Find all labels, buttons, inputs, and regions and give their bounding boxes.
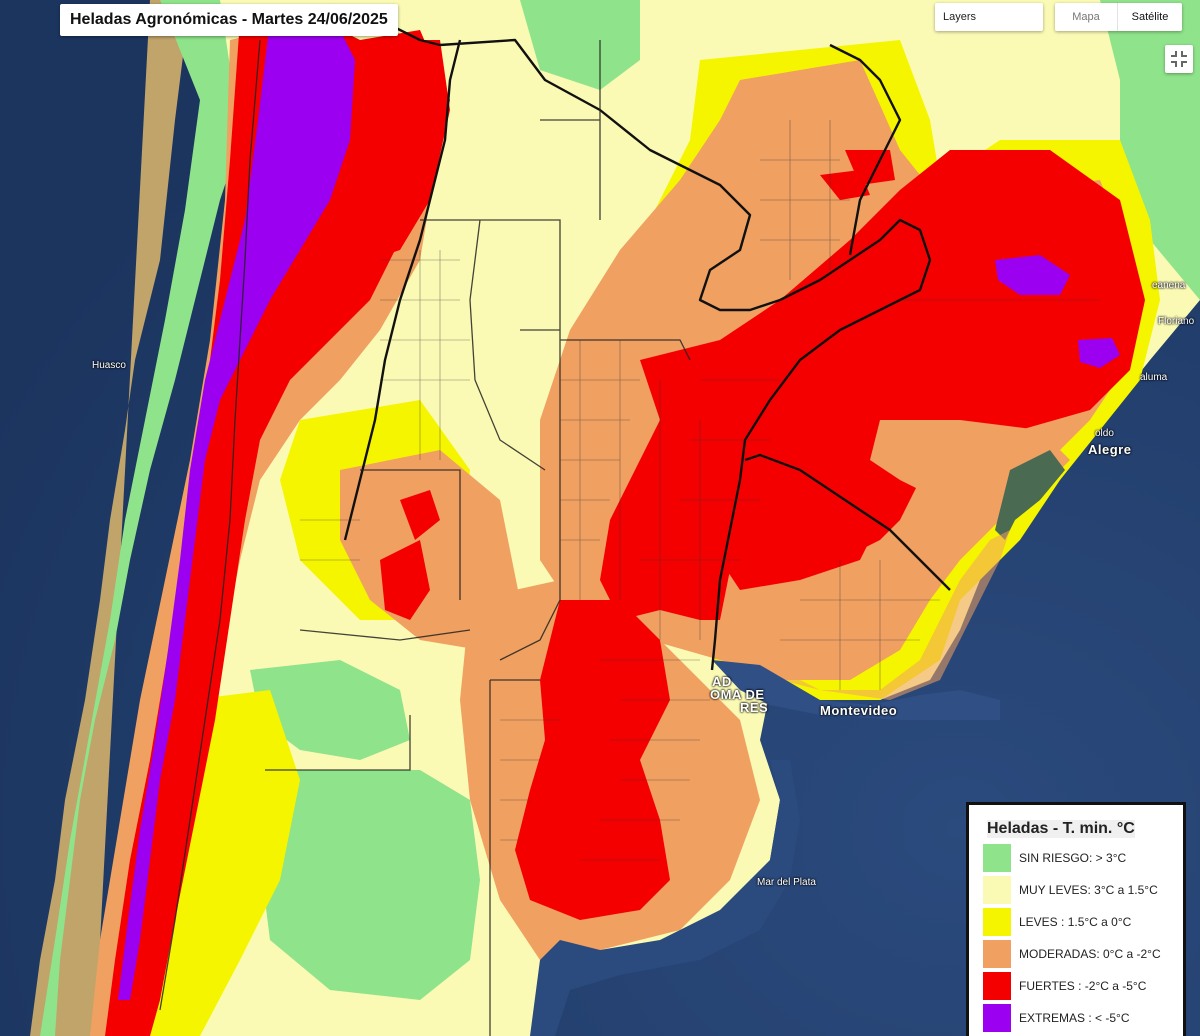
- land-uruguay-coast: [700, 530, 1010, 700]
- legend-swatch: [983, 908, 1011, 936]
- land-southeast: [995, 450, 1065, 540]
- zone-green-ne: [520, 0, 640, 90]
- fullscreen-button[interactable]: [1165, 45, 1193, 73]
- city-label-mar-del-plata: Mar del Plata: [757, 877, 816, 888]
- zone-green-cuyo: [250, 660, 410, 760]
- land-chile-coast: [30, 0, 190, 1036]
- country-borders: [329, 3, 951, 671]
- legend-swatch: [983, 940, 1011, 968]
- zone-green-brazil: [1100, 0, 1200, 300]
- city-label-buenos-aires-1: AD: [712, 674, 732, 689]
- coast-south: [530, 760, 800, 1036]
- zone-red-north: [340, 40, 450, 260]
- zone-red-patch-cuyo: [400, 490, 440, 540]
- zone-purple-brazil-1: [995, 255, 1070, 295]
- legend-swatch: [983, 1004, 1011, 1032]
- legend-swatch: [983, 876, 1011, 904]
- city-label-porto-alegre-top: oldo: [1095, 428, 1114, 439]
- zone-red-andes: [105, 10, 450, 1036]
- zone-purple-andes: [118, 10, 355, 1000]
- province-borders: [159, 39, 691, 1036]
- city-label-florian: Floriano: [1158, 316, 1195, 327]
- zone-red-pampa: [515, 600, 670, 920]
- legend-item-fuertes: FUERTES : -2°C a -5°C: [983, 970, 1173, 1002]
- legend-label: EXTREMAS : < -5°C: [1019, 1011, 1130, 1025]
- city-label-canena: eanena: [1152, 280, 1186, 291]
- legend-label: MODERADAS: 0°C a -2°C: [1019, 947, 1161, 961]
- legend-label: SIN RIESGO: > 3°C: [1019, 851, 1127, 865]
- map-type-control: Mapa Satélite: [1055, 3, 1182, 31]
- map-type-mapa-button[interactable]: Mapa: [1055, 3, 1118, 31]
- city-label-aluma: aluma: [1140, 372, 1168, 383]
- legend-swatch: [983, 844, 1011, 872]
- map-type-satelite-button[interactable]: Satélite: [1118, 3, 1182, 31]
- zone-red-patch-west: [380, 540, 430, 620]
- legend-item-leves: LEVES : 1.5°C a 0°C: [983, 906, 1173, 938]
- layers-select[interactable]: Layers: [935, 3, 1043, 31]
- legend-item-muy-leves: MUY LEVES: 3°C a 1.5°C: [983, 874, 1173, 906]
- city-label-buenos-aires-3: RES: [740, 700, 769, 715]
- legend-swatch: [983, 972, 1011, 1000]
- legend-label: FUERTES : -2°C a -5°C: [1019, 979, 1147, 993]
- zone-red-patch-2: [845, 150, 895, 185]
- zone-purple-brazil-2: [1078, 338, 1120, 368]
- legend-item-moderadas: MODERADAS: 0°C a -2°C: [983, 938, 1173, 970]
- city-label-porto-alegre: Alegre: [1088, 442, 1132, 457]
- legend-item-extremas: EXTREMAS : < -5°C: [983, 1002, 1173, 1034]
- map-title: Heladas Agronómicas - Martes 24/06/2025: [60, 4, 398, 36]
- city-label-huasco: Huasco: [92, 360, 126, 371]
- legend-item-sin-riesgo: SIN RIESGO: > 3°C: [983, 842, 1173, 874]
- legend-title: Heladas - T. min. °C: [987, 820, 1135, 838]
- fullscreen-icon: [1171, 51, 1187, 67]
- legend-label: MUY LEVES: 3°C a 1.5°C: [1019, 883, 1158, 897]
- plata-estuary: [712, 660, 1000, 720]
- zone-red-uruguay-west: [720, 460, 880, 590]
- department-borders: [300, 120, 1100, 861]
- legend-label: LEVES : 1.5°C a 0°C: [1019, 915, 1132, 929]
- zone-green-west: [40, 0, 260, 1036]
- city-label-montevideo: Montevideo: [820, 703, 898, 718]
- zone-green-patagonia: [260, 770, 480, 1000]
- city-label-buenos-aires-2: OMA DE: [710, 687, 765, 702]
- legend: Heladas - T. min. °C SIN RIESGO: > 3°C M…: [966, 802, 1186, 1036]
